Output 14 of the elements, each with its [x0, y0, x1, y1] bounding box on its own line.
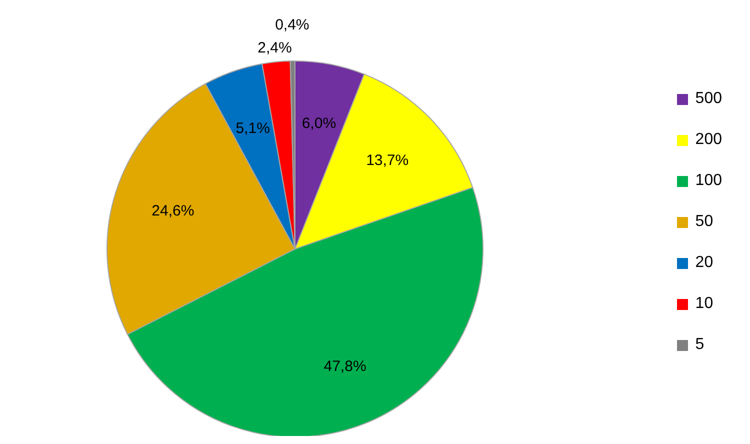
data-label: 6,0% — [302, 114, 336, 132]
legend-label: 500 — [695, 90, 722, 108]
legend-label: 5 — [695, 336, 704, 354]
data-label: 2,4% — [258, 40, 292, 57]
data-label: 13,7% — [366, 152, 409, 170]
legend-label: 10 — [695, 295, 714, 313]
data-label: 5,1% — [236, 120, 270, 137]
data-label: 47,8% — [324, 358, 366, 376]
legend-label: 20 — [695, 254, 714, 272]
legend-label: 50 — [695, 213, 714, 231]
data-label: 0,4% — [275, 16, 310, 34]
data-label: 24,6% — [152, 202, 194, 220]
legend-label: 100 — [695, 172, 722, 190]
legend-label: 200 — [695, 131, 722, 149]
